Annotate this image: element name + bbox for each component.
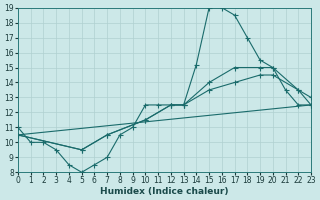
X-axis label: Humidex (Indice chaleur): Humidex (Indice chaleur) (100, 187, 229, 196)
